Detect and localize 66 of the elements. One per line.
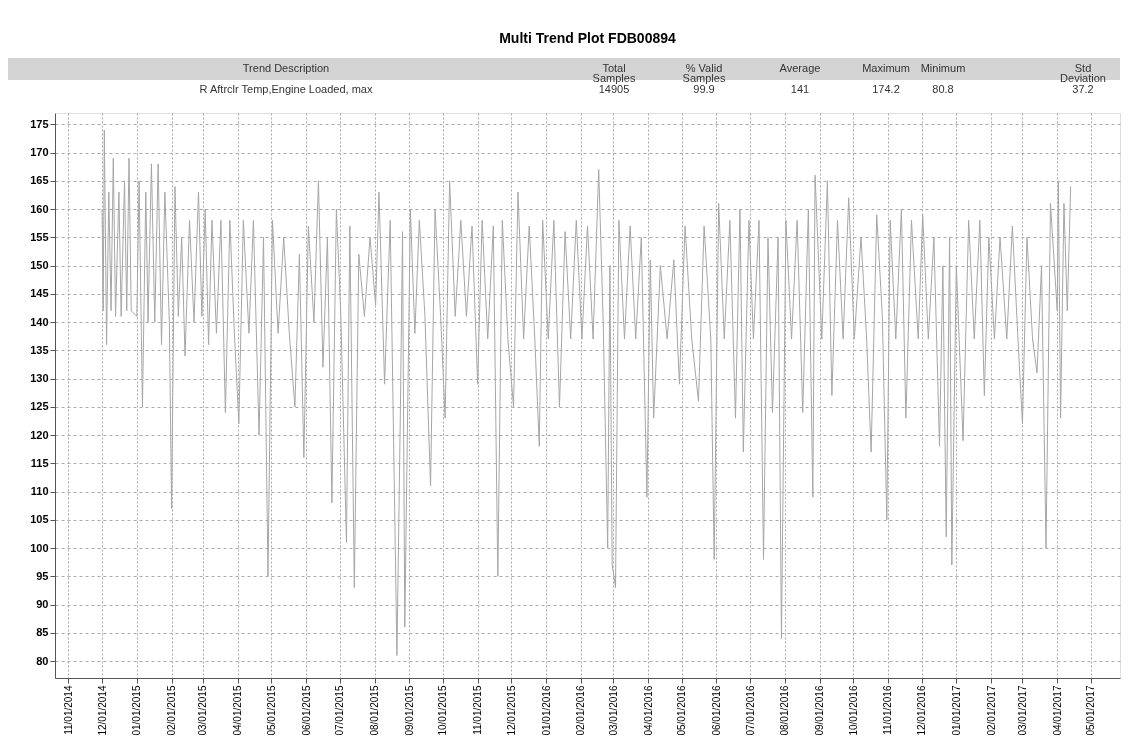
text: Trend Description	[242, 62, 330, 74]
text: 141	[790, 83, 810, 95]
x-tick-label: 04/01/2017	[1051, 685, 1063, 736]
y-tick-label: 145	[30, 287, 49, 300]
text: 80.8	[932, 83, 954, 95]
x-tick-label: 08/01/2016	[779, 685, 791, 736]
text: 174.2	[872, 83, 900, 95]
x-tick-label: 11/01/2014	[62, 685, 74, 735]
x-tick-label: 11/01/2016	[882, 685, 894, 735]
x-tick-label: 12/01/2016	[916, 685, 928, 736]
y-tick-label: 165	[30, 174, 49, 187]
text: R Aftrclr Temp,Engine Loaded, max	[199, 83, 373, 95]
y-tick-label: 90	[36, 598, 49, 611]
x-tick-label: 06/01/2015	[300, 685, 312, 736]
y-tick-label: 170	[30, 146, 49, 159]
x-tick-label: 09/01/2015	[403, 685, 415, 736]
text: Maximum	[862, 62, 910, 74]
y-tick-label: 135	[30, 343, 49, 356]
y-tick-label: 155	[30, 230, 49, 243]
y-tick-label: 80	[36, 654, 49, 667]
x-tick-label: 03/01/2017	[1016, 685, 1028, 736]
y-tick-label: 105	[30, 513, 49, 526]
text: 99.9	[693, 83, 715, 95]
x-tick-label: 06/01/2016	[710, 685, 722, 736]
x-tick-label: 02/01/2015	[166, 685, 178, 736]
y-tick-label: 130	[30, 372, 49, 385]
x-tick-label: 03/01/2015	[197, 685, 209, 736]
y-tick-label: 95	[36, 569, 49, 582]
x-tick-label: 04/01/2015	[232, 685, 244, 736]
x-tick-label: 02/01/2017	[985, 685, 997, 736]
text: Minimum	[920, 62, 966, 74]
x-tick-label: 02/01/2016	[575, 685, 587, 736]
x-tick-label: 01/01/2016	[540, 685, 552, 736]
x-tick-label: 05/01/2017	[1085, 685, 1097, 736]
x-tick-label: 09/01/2016	[814, 685, 826, 736]
x-tick-label: 07/01/2015	[334, 685, 346, 736]
x-tick-label: 03/01/2016	[607, 685, 619, 736]
y-tick-label: 175	[30, 117, 49, 130]
x-tick-label: 01/01/2017	[950, 685, 962, 736]
text: Total Samples	[592, 62, 636, 84]
x-tick-label: 12/01/2015	[505, 685, 517, 736]
text: Std Deviation	[1060, 62, 1106, 84]
y-tick-label: 85	[36, 626, 49, 639]
x-tick-label: 10/01/2015	[437, 685, 449, 736]
x-tick-label: 04/01/2016	[642, 685, 654, 736]
text: 14905	[598, 83, 630, 95]
y-tick-label: 110	[30, 485, 49, 498]
x-tick-label: 08/01/2015	[369, 685, 380, 736]
y-tick-label: 120	[30, 428, 49, 441]
y-tick-label: 160	[30, 202, 49, 215]
y-tick-label: 140	[30, 315, 49, 328]
text: 37.2	[1072, 83, 1094, 95]
x-tick-label: 07/01/2016	[744, 685, 756, 736]
y-tick-label: 115	[30, 456, 49, 469]
text: % Valid Samples	[682, 62, 726, 84]
x-tick-label: 10/01/2016	[847, 685, 859, 736]
x-tick-label: 11/01/2015	[472, 685, 484, 735]
x-tick-label: 01/01/2015	[131, 685, 143, 736]
chart-title: Multi Trend Plot FDB00894	[499, 30, 676, 46]
y-tick-label: 125	[30, 400, 49, 413]
y-tick-label: 150	[30, 259, 49, 272]
text: Average	[779, 62, 821, 74]
x-tick-label: 05/01/2016	[676, 685, 688, 736]
x-tick-label: 12/01/2014	[96, 685, 108, 736]
x-tick-label: 05/01/2015	[265, 685, 277, 736]
y-tick-label: 100	[30, 541, 49, 554]
